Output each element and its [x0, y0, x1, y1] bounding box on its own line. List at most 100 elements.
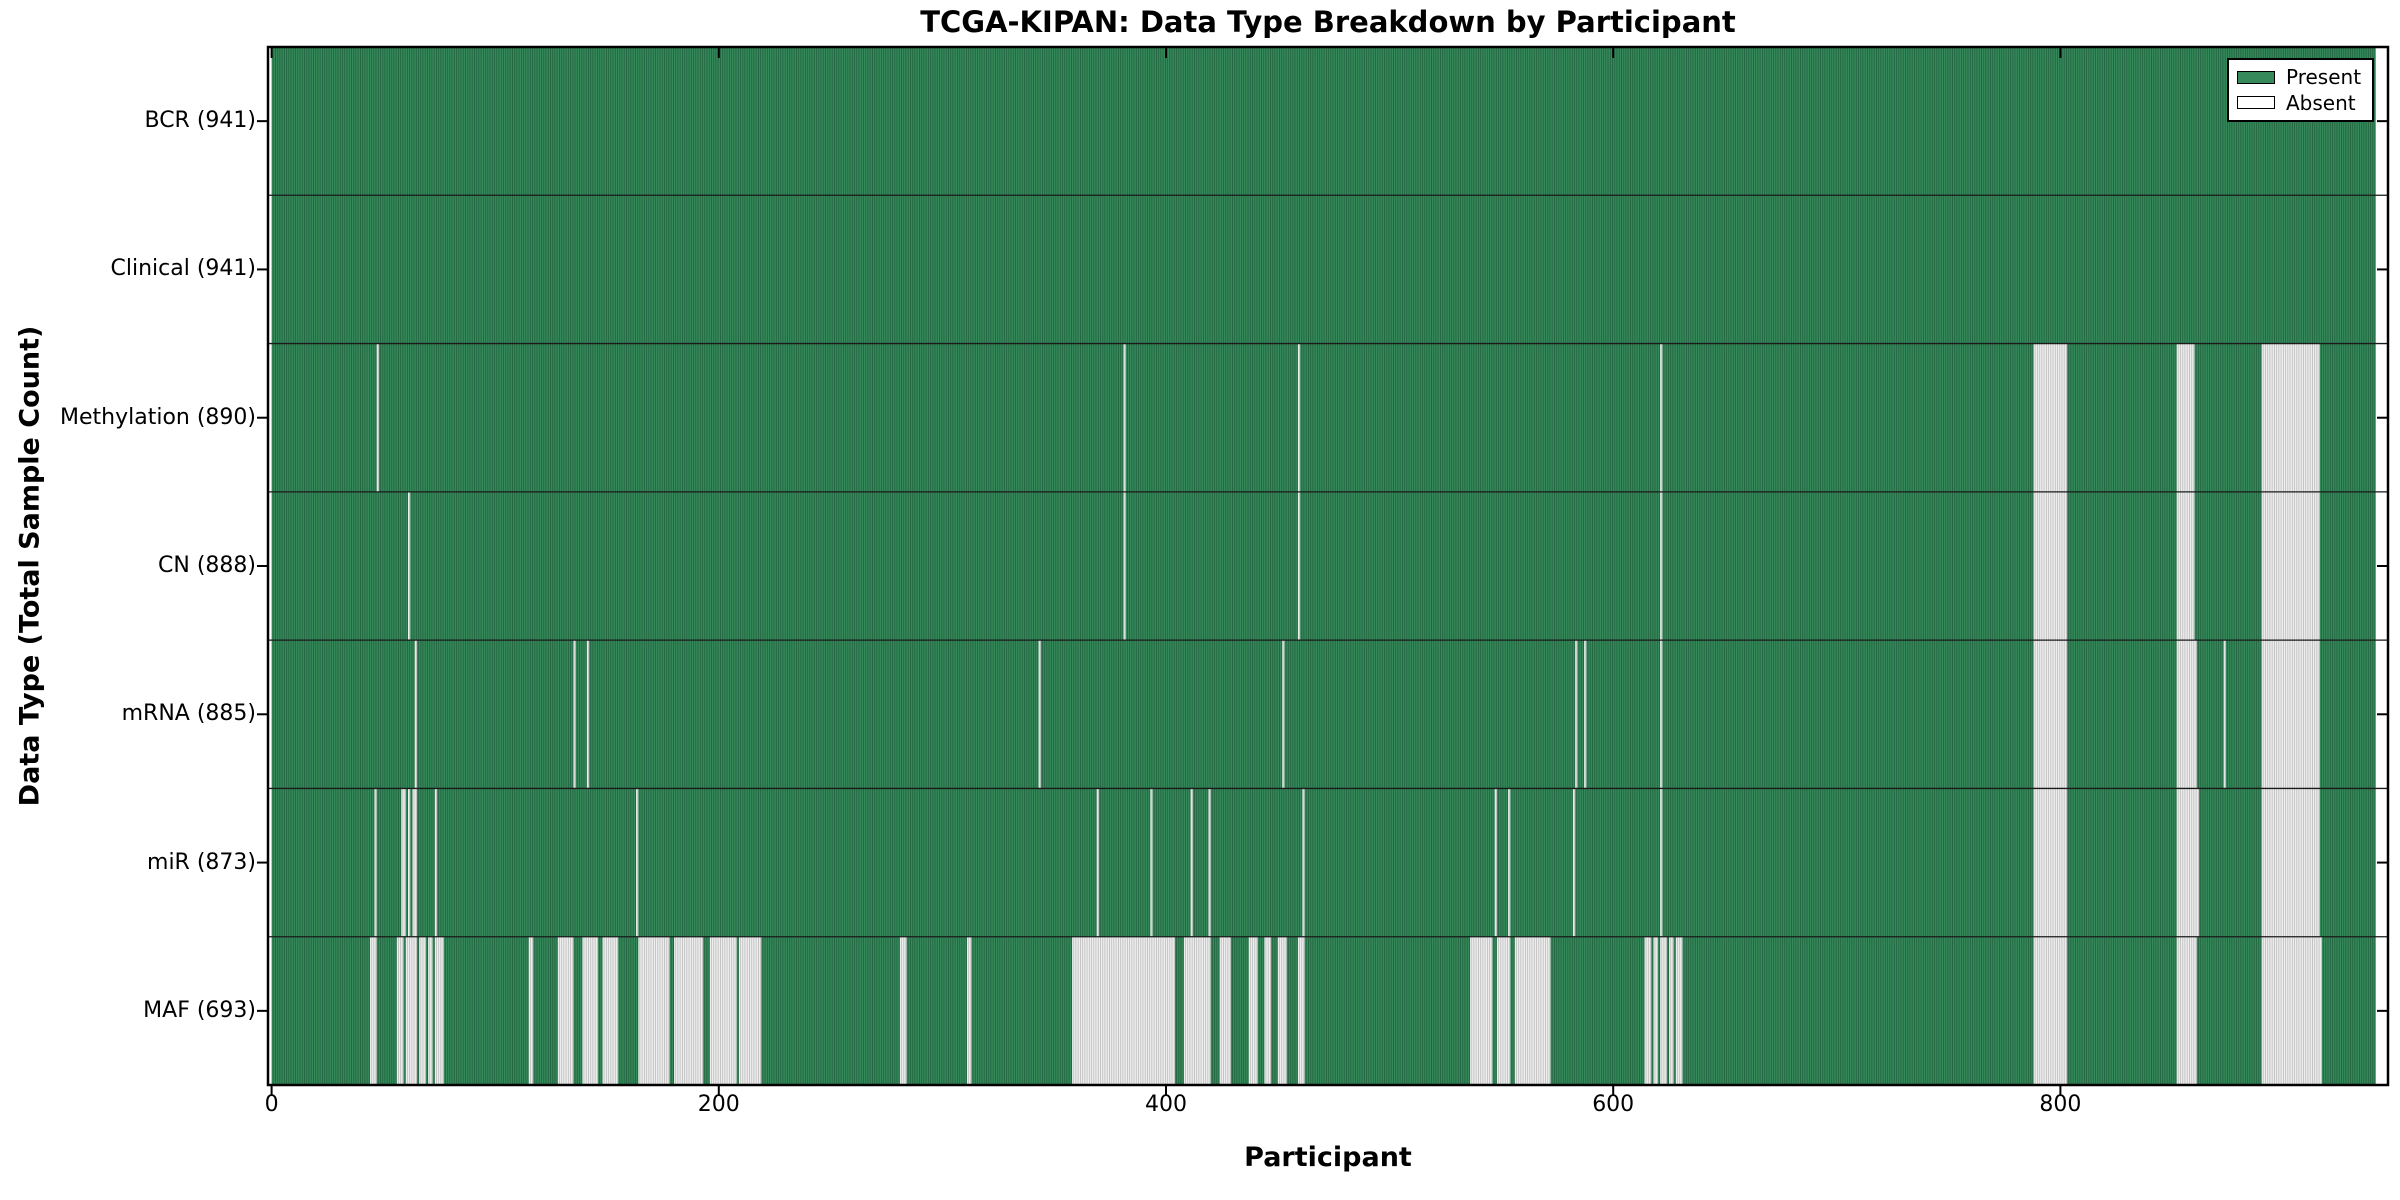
legend-entry-absent: Absent — [2237, 93, 2364, 113]
absent-range — [602, 936, 619, 1085]
absent-range — [1496, 936, 1511, 1085]
absent-range — [2033, 788, 2068, 937]
y-tick-label-mRNA: mRNA (885) — [121, 701, 256, 727]
absent-range — [1644, 936, 1652, 1085]
absent-range — [2176, 936, 2197, 1085]
absent-range — [1660, 491, 1663, 641]
y-tick-label-BCR: BCR (941) — [144, 108, 256, 134]
present-swatch-icon — [2237, 70, 2275, 84]
absent-range — [2176, 788, 2200, 937]
plot-border — [266, 45, 2390, 1087]
absent-range — [1150, 788, 1153, 937]
absent-range — [414, 640, 417, 789]
x-axis-label: Participant — [1244, 1142, 1412, 1173]
absent-range — [1660, 640, 1663, 789]
absent-range — [1302, 788, 1305, 937]
row-MAF — [369, 936, 2323, 1085]
absent-range — [966, 936, 972, 1085]
absent-range — [407, 788, 411, 937]
legend: Present Absent — [2227, 58, 2374, 122]
absent-range — [419, 936, 426, 1085]
y-tick-label-Clinical: Clinical (941) — [110, 256, 256, 282]
absent-range — [1508, 788, 1511, 937]
absent-range — [1123, 491, 1126, 641]
absent-range — [1072, 936, 1175, 1085]
row-miR — [374, 788, 2320, 937]
absent-range — [2261, 343, 2320, 492]
absent-range — [1653, 936, 1658, 1085]
absent-range — [2176, 343, 2195, 492]
absent-range — [586, 640, 590, 789]
absent-range — [401, 788, 406, 937]
absent-range — [638, 936, 670, 1085]
absent-range — [2176, 640, 2197, 789]
absent-range — [428, 936, 433, 1085]
absent-range — [412, 788, 417, 937]
absent-range — [1297, 491, 1301, 641]
absent-range — [1219, 936, 1231, 1085]
absent-range — [528, 936, 534, 1085]
x-tick-label-800: 800 — [2039, 1092, 2082, 1117]
absent-range — [709, 936, 737, 1085]
absent-range — [1282, 640, 1285, 789]
absent-range — [1297, 343, 1301, 492]
absent-range — [1494, 788, 1497, 937]
absent-range — [2261, 936, 2323, 1085]
absent-range — [1183, 936, 1211, 1085]
absent-range — [1038, 640, 1041, 789]
chart-title: TCGA-KIPAN: Data Type Breakdown by Parti… — [920, 5, 1736, 39]
absent-range — [1470, 936, 1493, 1085]
absent-range — [1277, 936, 1287, 1085]
absent-range — [376, 343, 379, 492]
absent-range — [369, 936, 377, 1085]
absent-range — [557, 936, 574, 1085]
absent-range — [636, 788, 639, 937]
legend-entry-present: Present — [2237, 67, 2364, 87]
absent-range — [1584, 640, 1587, 789]
absent-range — [1208, 788, 1211, 937]
absent-range — [434, 936, 444, 1085]
absent-swatch-icon — [2237, 96, 2275, 110]
absent-range — [899, 936, 907, 1085]
absent-range — [1514, 936, 1551, 1085]
absent-range — [582, 936, 599, 1085]
absent-range — [1190, 788, 1193, 937]
y-tick-label-CN: CN (888) — [158, 553, 256, 578]
y-tick-label-MAF: MAF (693) — [143, 997, 256, 1023]
absent-range — [2261, 491, 2320, 641]
x-tick-label-200: 200 — [697, 1092, 740, 1117]
absent-range — [2261, 788, 2320, 937]
absent-range — [434, 788, 438, 937]
x-tick-label-400: 400 — [1145, 1092, 1187, 1117]
y-tick-label-miR: miR (873) — [147, 849, 256, 875]
x-tick-label-0: 0 — [264, 1092, 279, 1117]
row-CN — [407, 491, 2320, 641]
absent-range — [396, 936, 404, 1085]
absent-range — [405, 936, 417, 1085]
legend-present-label: Present — [2286, 65, 2362, 90]
absent-range — [2033, 936, 2068, 1085]
legend-absent-label: Absent — [2286, 90, 2356, 115]
present-region — [271, 47, 2376, 1085]
absent-range — [1660, 343, 1663, 492]
absent-range — [1660, 936, 1667, 1085]
absent-range — [1669, 936, 1674, 1085]
absent-range — [1297, 936, 1305, 1085]
absent-range — [1264, 936, 1272, 1085]
absent-range — [407, 491, 411, 641]
absent-range — [2033, 491, 2068, 641]
absent-range — [738, 936, 762, 1085]
absent-range — [2176, 491, 2195, 641]
absent-range — [674, 936, 704, 1085]
absent-range — [573, 640, 576, 789]
x-tick-label-600: 600 — [1592, 1092, 1635, 1117]
absent-range — [2033, 640, 2068, 789]
absent-range — [1675, 936, 1683, 1085]
absent-range — [1660, 788, 1663, 937]
absent-range — [2223, 640, 2226, 789]
absent-range — [1575, 640, 1578, 789]
row-Methylation — [376, 343, 2320, 492]
absent-range — [2261, 640, 2320, 789]
